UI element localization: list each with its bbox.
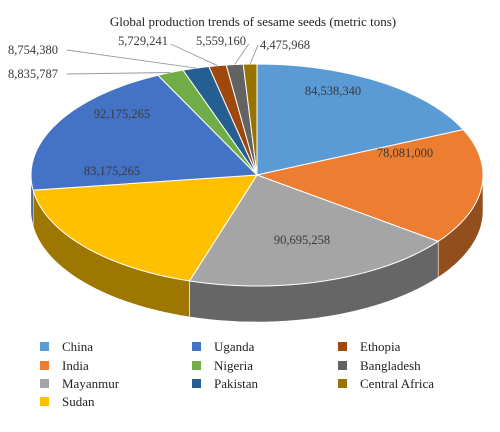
data-labels: 84,538,340 78,081,000 90,695,258 83,175,265… — [8, 34, 433, 247]
legend-swatch-pakistan — [192, 379, 201, 388]
legend-swatch-ethopia — [338, 342, 347, 351]
legend-label-pakistan: Pakistan — [214, 376, 259, 391]
pie-slice-nigeria — [156, 69, 258, 176]
data-label-central-africa: 4,475,968 — [260, 38, 310, 52]
data-label-india: 78,081,000 — [377, 146, 433, 160]
legend-swatch-sudan — [40, 397, 49, 406]
legend-swatch-india — [40, 361, 49, 370]
leader-line-bangladesh — [234, 43, 250, 65]
legend-label-uganda: Uganda — [214, 339, 255, 354]
legend-label-central-africa: Central Africa — [360, 376, 434, 391]
data-label-mayanmur: 90,695,258 — [274, 233, 330, 247]
data-label-china: 84,538,340 — [305, 84, 361, 98]
leader-line-nigeria — [66, 72, 171, 75]
pie-slice-china — [256, 63, 465, 176]
leader-lines — [66, 43, 259, 75]
pie-slice-sudan — [32, 174, 258, 282]
leader-line-ethopia — [170, 43, 218, 67]
legend-label-mayanmur: Mayanmur — [62, 376, 120, 391]
data-label-sudan: 83,175,265 — [84, 164, 140, 178]
legend-swatch-uganda — [192, 342, 201, 351]
legend-swatch-bangladesh — [338, 361, 347, 370]
legend-label-china: China — [62, 339, 93, 354]
legend-swatch-nigeria — [192, 361, 201, 370]
pie-slice-india — [255, 129, 484, 242]
pie-slice-mayanmur — [188, 174, 440, 287]
legend-swatch-mayanmur — [40, 379, 49, 388]
chart-title: Global production trends of sesame seeds… — [110, 14, 396, 29]
data-label-bangladesh: 5,559,160 — [196, 34, 246, 48]
legend-label-ethopia: Ethopia — [360, 339, 401, 354]
pie-slice-bangladesh — [225, 63, 258, 176]
pie-sides — [30, 174, 484, 323]
leader-line-central-africa — [249, 44, 259, 65]
data-label-ethopia: 5,729,241 — [118, 34, 168, 48]
legend-label-nigeria: Nigeria — [214, 358, 253, 373]
data-label-nigeria: 8,835,787 — [8, 67, 58, 81]
legend-label-sudan: Sudan — [62, 394, 95, 409]
legend: China India Mayanmur Sudan Uganda Nigeria Paki… — [40, 339, 434, 409]
data-label-pakistan: 8,754,380 — [8, 43, 58, 57]
pie-top — [30, 63, 484, 287]
legend-swatch-central-africa — [338, 379, 347, 388]
data-label-uganda: 92,175,265 — [94, 107, 150, 121]
legend-swatch-china — [40, 342, 49, 351]
pie-slice-uganda — [30, 74, 259, 191]
legend-label-bangladesh: Bangladesh — [360, 358, 421, 373]
leader-line-pakistan — [66, 49, 196, 69]
legend-label-india: India — [62, 358, 89, 373]
